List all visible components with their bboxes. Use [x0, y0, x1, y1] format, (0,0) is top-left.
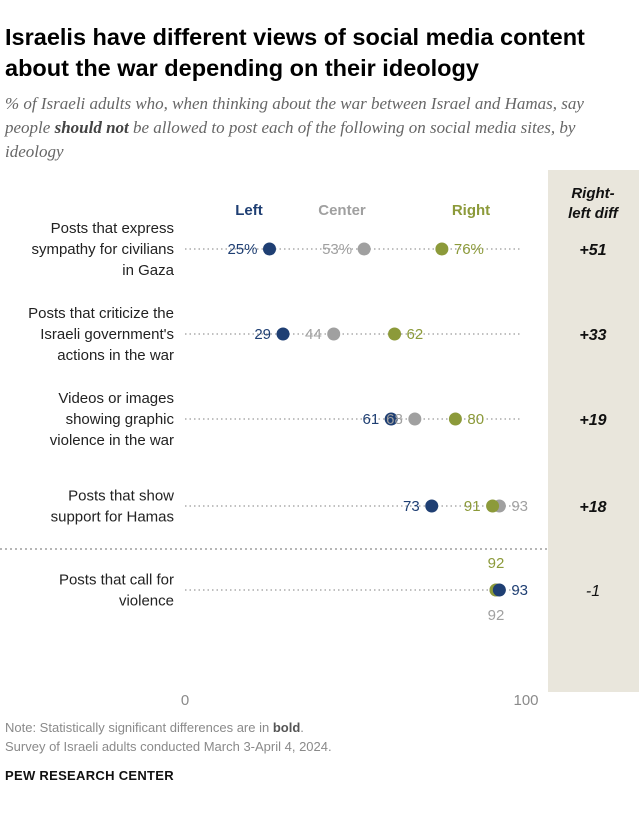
row-1-dot-left: [263, 242, 276, 256]
row-1-dot-right: [435, 242, 449, 256]
diff-column-band: [548, 170, 639, 692]
row-3-dot-left: [384, 412, 398, 426]
row-5-label-left: 93: [511, 582, 528, 599]
diff-header-line-2: left diff: [568, 205, 620, 222]
row-5-dot-left: [492, 583, 506, 597]
row-2-label-left: 29: [254, 326, 271, 343]
row-4-dot-left: [425, 499, 439, 513]
diff-header-line-1: Right-: [571, 185, 614, 202]
chart-source: Survey of Israeli adults conducted March…: [5, 739, 332, 754]
row-2-dot-left: [276, 327, 290, 341]
row-1-label-line-3: in Gaza: [122, 262, 174, 279]
row-2-diff-value: +33: [579, 327, 606, 344]
x-tick-label-100: 100: [513, 692, 538, 709]
row-3-dot-center: [408, 412, 422, 426]
row-4-dot-right: [486, 499, 500, 513]
subtitle-text-start: % of Israeli adults who, when thinking a…: [5, 94, 584, 137]
chart-subtitle: % of Israeli adults who, when thinking a…: [5, 92, 625, 164]
dot-plot: Right-left diff Left Center Right Posts that…: [0, 170, 639, 709]
row-2-label-line-1: Posts that criticize the: [28, 305, 174, 322]
row-4-label-center: 93: [511, 498, 528, 515]
row-3-dot-right: [448, 412, 462, 426]
row-3-label-right: 80: [467, 411, 484, 428]
x-tick-label-0: 0: [181, 692, 189, 709]
row-5-label-center: 92: [488, 607, 505, 624]
row-4-label-line-2: support for Hamas: [51, 509, 174, 526]
row-1-diff-value: +51: [579, 242, 606, 259]
row-1-label-line-1: Posts that express: [51, 220, 174, 237]
row-2-dot-right: [388, 327, 402, 341]
row-3-diff-value: +19: [579, 412, 606, 429]
subtitle-text-end: be allowed to post each of the following…: [5, 118, 576, 161]
row-1-label-line-2: sympathy for civilians: [31, 241, 174, 258]
row-1-label-center: 53%: [322, 241, 352, 258]
row-2-label-line-2: Israeli government's: [40, 326, 174, 343]
row-5-label-right: 92: [488, 555, 505, 572]
row-1-label-left: 25%: [227, 241, 257, 258]
subtitle-emphasis: should not: [54, 118, 129, 137]
row-3-label-center: 68: [386, 411, 403, 428]
note-text-start: Note: Statistically significant differen…: [5, 720, 273, 735]
row-3-label-line-1: Videos or images: [58, 390, 174, 407]
row-2-label-line-3: actions in the war: [57, 347, 174, 364]
row-4-diff-value: +18: [579, 499, 606, 516]
note-emphasis: bold: [272, 720, 301, 735]
row-3-label-left: 61: [362, 411, 379, 428]
row-5-label-line-2: violence: [119, 593, 174, 610]
row-3-label-line-2: showing graphic: [66, 411, 175, 428]
row-2-dot-center: [327, 327, 341, 341]
row-4-label-line-1: Posts that show: [68, 488, 174, 505]
brand-logo-text: PEW RESEARCH CENTER: [5, 768, 174, 783]
chart-title: Israelis have different views of social …: [5, 24, 585, 81]
legend-left: Left: [235, 202, 263, 219]
row-3-label-line-3: violence in the war: [50, 432, 174, 449]
row-2-label-center: 44: [305, 326, 322, 343]
legend-center: Center: [318, 202, 366, 219]
row-5-diff-value: -1: [586, 583, 600, 600]
chart-note: Note: Statistically significant differen…: [5, 718, 304, 737]
row-4-label-right: 91: [464, 498, 481, 515]
row-1-dot-center: [357, 242, 371, 256]
row-4-label-left: 73: [403, 498, 420, 515]
row-2-label-right: 62: [407, 326, 424, 343]
note-text-end: .: [300, 720, 304, 735]
row-1-label-right: 76%: [454, 241, 484, 258]
legend-right: Right: [452, 202, 490, 219]
row-5-label-line-1: Posts that call for: [59, 572, 174, 589]
